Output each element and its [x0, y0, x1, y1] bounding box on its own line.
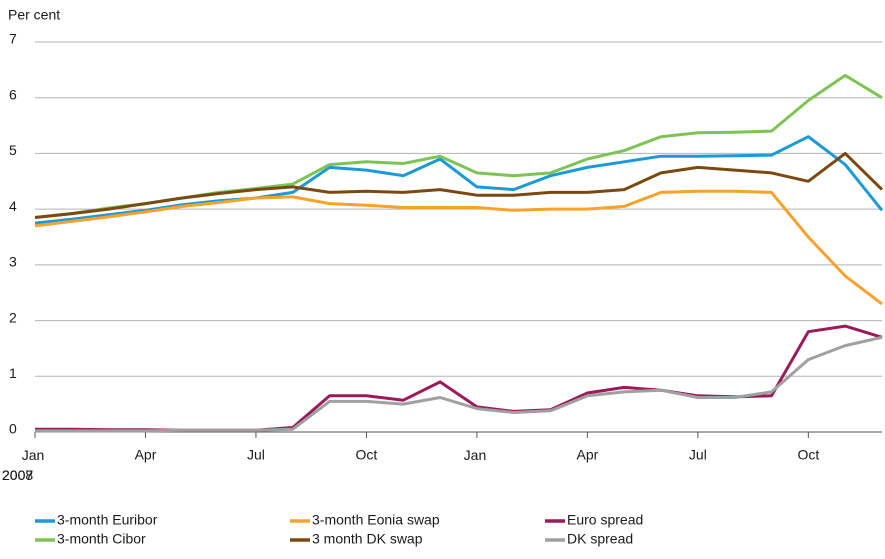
- x-tick-label: Jul: [247, 447, 265, 463]
- legend-label: 3 month DK swap: [312, 531, 423, 547]
- y-tick-label: 5: [9, 142, 17, 158]
- legend-label: 3-month Cibor: [57, 531, 146, 547]
- x-tick-label: Jan 2007: [2, 447, 48, 483]
- x-tick-label: Oct: [356, 447, 378, 463]
- legend-label: 3-month Euribor: [57, 512, 158, 528]
- legend-label: Euro spread: [567, 512, 643, 528]
- y-tick-label: 7: [9, 31, 17, 47]
- series-line: [35, 324, 883, 432]
- series-line: [34, 135, 884, 225]
- y-tick-label: 4: [9, 198, 17, 214]
- x-tick-label: Jan 2008: [2, 447, 490, 483]
- x-tick-label: Apr: [576, 447, 598, 463]
- series-line: [34, 151, 884, 219]
- legend-label: DK spread: [567, 531, 633, 547]
- series-line: [34, 73, 883, 219]
- y-tick-label: 2: [9, 309, 17, 325]
- y-tick-label: 0: [9, 421, 17, 437]
- y-tick-label: 6: [9, 86, 17, 102]
- x-tick-label: Jul: [689, 447, 707, 463]
- y-axis-label: Per cent: [8, 7, 60, 23]
- x-tick-label: Apr: [135, 447, 157, 463]
- legend-label: 3-month Eonia swap: [312, 512, 440, 528]
- y-tick-label: 1: [9, 365, 17, 381]
- y-tick-label: 3: [9, 254, 17, 270]
- series-line: [35, 335, 883, 433]
- series-line: [34, 189, 883, 306]
- x-tick-label: Oct: [797, 447, 819, 463]
